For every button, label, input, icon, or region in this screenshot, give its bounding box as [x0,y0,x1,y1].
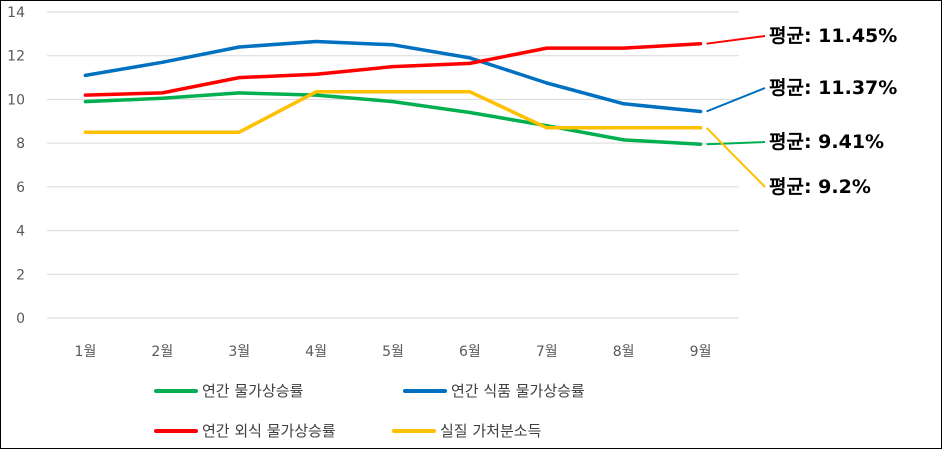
series-line-2 [83,41,703,97]
series-line-3 [83,90,703,134]
annotation-leader-line [706,35,766,45]
series-lines [83,39,703,146]
y-tick-label: 6 [16,180,25,196]
average-label: 평균: 9.41% [769,131,884,153]
gridlines [47,11,739,319]
legend-label: 실질 가처분소득 [440,422,542,440]
average-label: 평균: 9.2% [769,176,871,198]
series-line-0 [83,91,703,146]
y-tick-label: 4 [16,224,25,240]
y-tick-label: 0 [16,311,25,327]
y-tick-label: 2 [16,267,25,283]
x-tick-label: 9월 [690,344,712,360]
x-tick-label: 8월 [613,344,635,360]
legend-label: 연간 외식 물가상승률 [202,422,336,440]
annotation-leader-line [706,141,766,146]
legend-label: 연간 물가상승률 [202,382,304,400]
x-tick-label: 4월 [305,344,327,360]
y-tick-label: 10 [7,92,25,108]
x-axis-ticks: 1월 2월 3월 4월 5월 6월 7월 8월 9월 [75,344,712,360]
x-tick-label: 3월 [228,344,250,360]
x-tick-label: 6월 [459,344,481,360]
x-tick-label: 5월 [382,344,404,360]
y-axis-ticks: 0 2 4 6 8 10 12 14 [7,5,25,327]
average-label: 평균: 11.37% [769,77,897,99]
x-tick-label: 1월 [75,344,97,360]
legend-label: 연간 식품 물가상승률 [451,382,585,400]
y-tick-label: 8 [16,136,25,152]
y-tick-label: 12 [7,49,25,65]
y-tick-label: 14 [7,5,25,21]
average-annotations: 평균: 11.45% 평균: 11.37% 평균: 9.41% 평균: 9.2% [705,25,897,198]
x-tick-label: 7월 [536,344,558,360]
annotation-leader-line [706,87,766,113]
series-line-1 [83,39,703,114]
annotation-leader-line [705,127,766,188]
x-tick-label: 2월 [151,344,173,360]
average-label: 평균: 11.45% [769,25,897,47]
